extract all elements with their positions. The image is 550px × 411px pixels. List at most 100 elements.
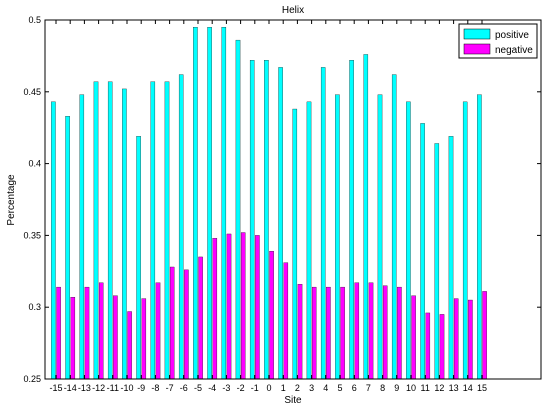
bar-negative-13 <box>453 298 459 380</box>
bar-positive--3 <box>221 27 227 380</box>
x-tick-label: -8 <box>151 383 159 393</box>
x-tick-label: -9 <box>137 383 145 393</box>
bar-positive-4 <box>320 67 326 380</box>
bar-negative-5 <box>340 286 345 380</box>
bar-negative-10 <box>411 295 416 380</box>
bar-positive--14 <box>65 116 70 380</box>
bar-positive-8 <box>377 94 383 380</box>
bar-negative-14 <box>468 299 473 380</box>
chart-title: Helix <box>282 5 304 16</box>
x-tick-label: -15 <box>49 383 62 393</box>
bar-positive--11 <box>107 81 113 380</box>
x-tick-label: 1 <box>281 383 286 393</box>
x-tick-label: -13 <box>78 383 91 393</box>
bar-negative--9 <box>141 298 147 380</box>
bar-positive-2 <box>292 108 298 380</box>
bar-negative--2 <box>240 232 246 380</box>
bar-negative-6 <box>354 282 360 380</box>
bar-positive-9 <box>391 74 397 380</box>
x-axis-label: Site <box>284 395 302 406</box>
bar-positive-10 <box>406 101 411 380</box>
legend-swatch-positive <box>463 28 491 40</box>
y-tick-label: 0.25 <box>23 374 41 384</box>
bar-negative--13 <box>84 286 90 380</box>
legend-label-positive: positive <box>495 30 529 41</box>
bar-positive-3 <box>306 101 312 380</box>
bar-negative-15 <box>482 291 487 380</box>
bar-negative-3 <box>311 286 317 380</box>
x-tick-label: -4 <box>208 383 216 393</box>
bar-negative--4 <box>212 238 218 380</box>
x-tick-label: 13 <box>449 383 459 393</box>
x-tick-label: -12 <box>92 383 105 393</box>
y-tick-label: 0.3 <box>28 302 41 312</box>
x-tick-label: 8 <box>380 383 385 393</box>
x-tick-label: -6 <box>180 383 188 393</box>
bar-negative-2 <box>297 284 303 380</box>
y-axis: 0.25 0.3 0.35 0.4 0.45 0.5 <box>23 15 541 384</box>
bar-positive--7 <box>164 81 170 380</box>
x-axis: -15 -14 -13 -12 -11 -10 -9 -8 -7 -6 -5 -4 -3 -2 -1 0 1 2 3… <box>49 20 487 393</box>
bar-negative--14 <box>70 296 76 380</box>
bar-negative-7 <box>368 282 374 380</box>
x-tick-label: -1 <box>251 383 259 393</box>
bar-positive-15 <box>477 94 482 380</box>
bar-positive--9 <box>136 136 141 380</box>
x-tick-label: 9 <box>394 383 399 393</box>
bar-positive-6 <box>349 60 354 380</box>
plot-frame <box>44 19 542 380</box>
legend-swatch-negative <box>463 43 491 55</box>
bar-negative--8 <box>155 282 161 380</box>
bar-negative--1 <box>255 235 260 380</box>
bar-negative--15 <box>56 286 61 380</box>
x-tick-label: 11 <box>421 383 430 393</box>
y-tick-label: 0.5 <box>28 15 41 25</box>
bar-positive--13 <box>79 94 85 380</box>
x-tick-label: -10 <box>120 383 133 393</box>
x-tick-label: 15 <box>477 383 487 393</box>
x-tick-label: 3 <box>309 383 314 393</box>
x-tick-label: 7 <box>366 383 371 393</box>
bar-positive--12 <box>93 81 99 380</box>
bar-negative--7 <box>169 266 175 380</box>
bar-positive-0 <box>264 60 269 380</box>
bar-positive--1 <box>249 60 255 380</box>
bar-positive--5 <box>193 27 198 380</box>
bar-positive-13 <box>448 136 454 380</box>
bar-positive-1 <box>278 67 283 380</box>
x-tick-label: -5 <box>194 383 202 393</box>
x-tick-label: 12 <box>434 383 444 393</box>
bar-positive--4 <box>207 27 212 380</box>
bar-positive--2 <box>235 39 241 380</box>
bar-negative--6 <box>184 269 189 380</box>
x-tick-label: 2 <box>295 383 300 393</box>
bar-positive--8 <box>150 81 156 380</box>
bar-negative--3 <box>226 233 232 380</box>
bar-negative-8 <box>382 285 388 380</box>
x-tick-label: -3 <box>222 383 230 393</box>
bar-negative--12 <box>98 282 104 380</box>
bar-positive-14 <box>462 101 468 380</box>
bar-positive-5 <box>335 94 340 380</box>
bar-negative-4 <box>326 286 331 380</box>
bar-negative-9 <box>397 286 402 380</box>
x-tick-label: 0 <box>266 383 271 393</box>
y-tick-label: 0.45 <box>23 87 41 97</box>
bar-positive-7 <box>363 54 369 380</box>
x-tick-label: 5 <box>337 383 342 393</box>
x-tick-label: -11 <box>107 383 119 393</box>
bar-positive-12 <box>434 143 440 380</box>
x-tick-label: 10 <box>406 383 416 393</box>
y-tick-label: 0.4 <box>28 159 41 169</box>
y-axis-label: Percentage <box>6 174 17 226</box>
bar-negative--11 <box>113 295 118 380</box>
bar-negative-12 <box>439 314 445 380</box>
legend-label-negative: negative <box>495 45 533 56</box>
bar-negative--5 <box>198 256 203 380</box>
bar-negative-0 <box>269 251 274 380</box>
bar-positive-11 <box>420 123 425 380</box>
bar-positive--6 <box>178 74 184 380</box>
x-tick-label: 14 <box>463 383 473 393</box>
bar-positive--15 <box>51 101 56 380</box>
x-tick-label: 4 <box>323 383 328 393</box>
